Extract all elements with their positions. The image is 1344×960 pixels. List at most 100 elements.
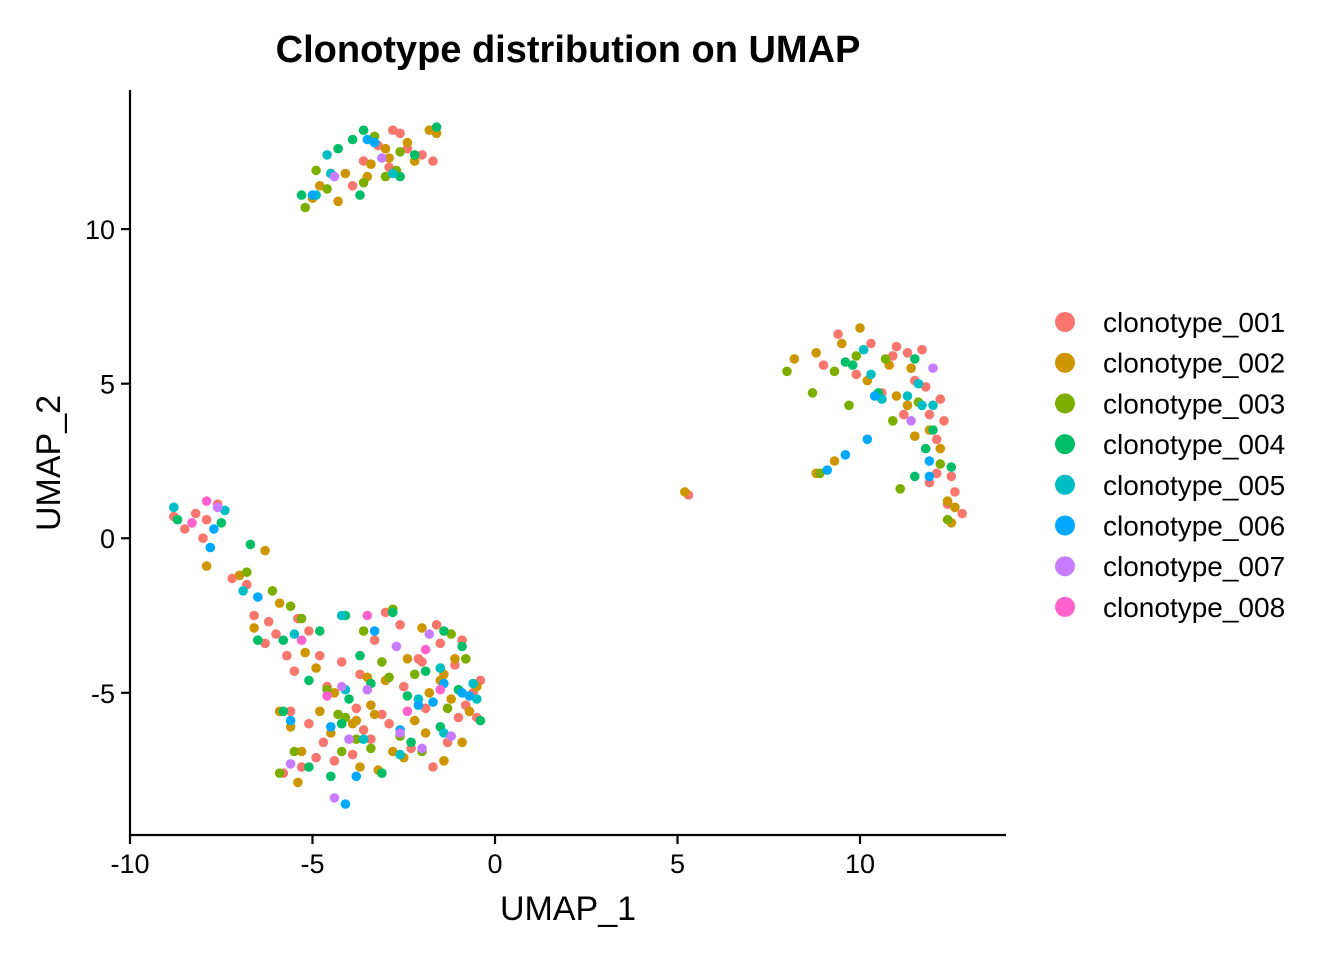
point-clonotype_002-9 <box>333 196 343 207</box>
point-clonotype_006-16 <box>822 465 832 476</box>
point-clonotype_006-15 <box>457 688 467 698</box>
point-clonotype_001-69 <box>924 409 935 420</box>
point-clonotype_004-26 <box>304 762 314 772</box>
point-clonotype_001-18 <box>249 610 259 621</box>
point-clonotype_002-14 <box>260 545 270 556</box>
point-clonotype_003-16 <box>409 669 420 680</box>
point-clonotype_001-41 <box>399 681 409 692</box>
legend-key-clonotype_008 <box>1055 596 1075 617</box>
point-clonotype_007-7 <box>424 629 435 639</box>
point-clonotype_006-7 <box>326 722 336 732</box>
point-clonotype_001-63 <box>902 348 913 358</box>
point-clonotype_002-58 <box>910 431 920 442</box>
point-clonotype_001-21 <box>282 650 292 661</box>
point-clonotype_002-21 <box>366 700 376 710</box>
point-clonotype_001-8 <box>347 181 358 191</box>
point-clonotype_002-34 <box>296 746 307 757</box>
point-clonotype_001-5 <box>358 156 369 166</box>
point-clonotype_003-9 <box>267 586 278 596</box>
point-clonotype_004-4 <box>333 143 343 154</box>
x-ticks: -10 -5 0 5 10 <box>110 835 875 879</box>
legend-key-clonotype_007 <box>1055 556 1075 577</box>
point-clonotype_002-45 <box>417 623 427 633</box>
point-clonotype_008-1 <box>187 518 197 528</box>
point-clonotype_002-6 <box>340 168 351 179</box>
x-tick-label: 0 <box>487 849 502 879</box>
point-clonotype_003-22 <box>366 743 376 754</box>
point-clonotype_001-56 <box>395 620 405 630</box>
point-clonotype_004-29 <box>402 691 413 701</box>
point-clonotype_003-8 <box>242 567 252 577</box>
point-clonotype_008-0 <box>201 496 212 506</box>
point-clonotype_004-9 <box>216 518 227 528</box>
point-clonotype_001-59 <box>260 638 270 649</box>
point-clonotype_006-1 <box>369 137 380 148</box>
point-clonotype_007-0 <box>329 171 340 182</box>
point-clonotype_004-3 <box>431 122 442 132</box>
point-clonotype_002-25 <box>446 694 457 704</box>
point-clonotype_001-33 <box>428 762 438 772</box>
point-clonotype_001-43 <box>355 669 365 680</box>
point-clonotype_002-48 <box>811 348 821 358</box>
point-clonotype_007-1 <box>377 153 387 163</box>
point-clonotype_005-10 <box>358 734 369 744</box>
point-clonotype_007-10 <box>336 681 347 692</box>
y-tick-label: 10 <box>85 215 115 245</box>
point-clonotype_004-33 <box>847 360 858 370</box>
legend-label-clonotype_005: clonotype_005 <box>1103 470 1285 501</box>
point-clonotype_001-82 <box>931 468 942 479</box>
x-tick-label: -10 <box>110 849 149 879</box>
legend-label-clonotype_002: clonotype_002 <box>1103 348 1285 379</box>
point-clonotype_003-37 <box>942 514 953 525</box>
point-clonotype_002-55 <box>942 496 953 506</box>
point-clonotype_006-9 <box>340 799 351 809</box>
legend-label-clonotype_006: clonotype_006 <box>1103 511 1285 542</box>
point-clonotype_002-17 <box>300 647 311 658</box>
point-clonotype_008-5 <box>435 684 446 695</box>
legend-key-clonotype_003 <box>1055 393 1075 414</box>
point-clonotype_005-16 <box>472 694 482 704</box>
point-clonotype_001-48 <box>420 703 431 714</box>
point-clonotype_001-70 <box>939 416 949 426</box>
point-clonotype_004-13 <box>304 675 314 686</box>
x-tick-label: -5 <box>300 849 324 879</box>
point-clonotype_005-22 <box>858 344 869 355</box>
legend-label-clonotype_008: clonotype_008 <box>1103 592 1285 623</box>
point-clonotype_006-22 <box>369 626 380 636</box>
point-clonotype_006-21 <box>869 391 880 401</box>
point-clonotype_001-54 <box>431 620 442 630</box>
point-clonotype_001-49 <box>453 712 464 723</box>
point-clonotype_004-17 <box>388 607 398 618</box>
point-clonotype_003-23 <box>336 746 347 757</box>
point-clonotype_001-67 <box>920 382 931 392</box>
legend-key-clonotype_005 <box>1055 474 1075 495</box>
point-clonotype_007-12 <box>906 416 916 426</box>
series-clonotype_008 <box>187 496 446 717</box>
point-clonotype_001-57 <box>351 703 362 714</box>
point-clonotype_005-23 <box>902 391 913 401</box>
point-clonotype_002-19 <box>315 706 325 717</box>
series-clonotype_007 <box>212 153 938 803</box>
point-clonotype_001-71 <box>931 434 942 445</box>
legend-label-clonotype_003: clonotype_003 <box>1103 388 1285 419</box>
point-clonotype_003-18 <box>461 654 471 664</box>
point-clonotype_001-51 <box>296 762 307 772</box>
point-clonotype_002-57 <box>950 502 960 513</box>
point-clonotype_004-30 <box>278 706 289 717</box>
point-clonotype_002-4 <box>366 159 376 169</box>
point-clonotype_005-7 <box>238 586 248 596</box>
y-tick-label: 0 <box>100 524 115 554</box>
point-clonotype_003-31 <box>807 388 818 398</box>
point-clonotype_001-4 <box>428 156 438 166</box>
point-clonotype_004-16 <box>355 650 365 661</box>
point-clonotype_003-14 <box>351 734 362 744</box>
point-clonotype_002-63 <box>829 456 840 466</box>
point-clonotype_002-36 <box>355 762 365 772</box>
point-clonotype_002-49 <box>837 338 847 349</box>
point-clonotype_004-18 <box>439 626 449 636</box>
legend-key-clonotype_006 <box>1055 515 1075 536</box>
point-clonotype_002-40 <box>439 756 449 766</box>
point-clonotype_001-29 <box>347 749 358 760</box>
point-clonotype_001-62 <box>891 341 902 352</box>
